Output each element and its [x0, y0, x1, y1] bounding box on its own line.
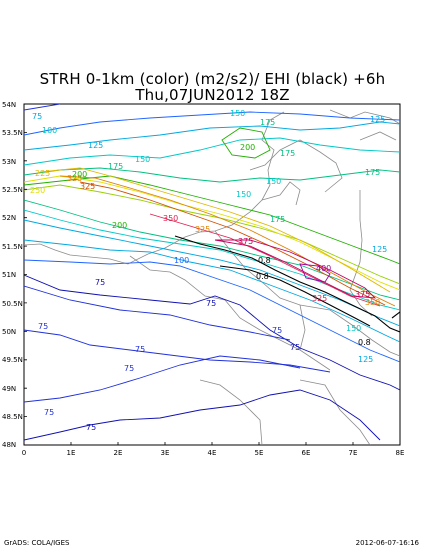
- label-150d: 150: [236, 190, 251, 199]
- label-50d: 75: [86, 423, 96, 432]
- label-375b: 375: [355, 290, 370, 299]
- coastlines-borders: [24, 109, 400, 445]
- lon-label: 8E: [396, 449, 405, 457]
- lat-label: 52N: [2, 214, 16, 222]
- lon-label: 6E: [302, 449, 311, 457]
- label-400: 400: [316, 264, 331, 273]
- label-300: 325: [67, 174, 82, 183]
- label-125d: 125: [358, 355, 373, 364]
- label-325c: 325: [312, 294, 327, 303]
- label-125c: 125: [372, 245, 387, 254]
- lat-label: 48N: [2, 441, 16, 449]
- label-75e: 75: [124, 364, 134, 373]
- label-200: 200: [240, 143, 255, 152]
- footer-credit: GrADS: COLA/IGES: [4, 539, 70, 547]
- label-100b: 100: [174, 256, 189, 265]
- label-150: 150: [135, 155, 150, 164]
- label-150c: 150: [266, 177, 281, 186]
- lat-label: 53.5N: [2, 129, 23, 137]
- map-title: STRH 0-1km (color) (m2/s2)/ EHI (black) …: [39, 70, 386, 88]
- label-250: 250: [30, 186, 45, 195]
- lon-label: 2E: [114, 449, 123, 457]
- ehi-label-c: 0.8: [358, 338, 371, 347]
- map-frame: [23, 103, 401, 446]
- label-275: 225: [35, 169, 50, 178]
- lon-label: 0: [22, 449, 26, 457]
- contour-value-labels: 75 100 125 150 150 175 125 200 175 175 2…: [30, 109, 387, 432]
- label-150e: 150: [346, 324, 361, 333]
- label-75: 75: [32, 112, 42, 121]
- label-125: 125: [88, 141, 103, 150]
- map-subtitle: Thu,07JUN2012 18Z: [135, 86, 290, 104]
- label-350: 350: [163, 214, 178, 223]
- ehi-label-b: 0.8: [256, 272, 269, 281]
- label-75b: 75: [38, 322, 48, 331]
- label-175: 175: [260, 118, 275, 127]
- label-50: 75: [95, 278, 105, 287]
- label-50c: 75: [290, 343, 300, 352]
- label-75d: 75: [135, 345, 145, 354]
- lat-label: 54N: [2, 101, 16, 109]
- lat-label: 53N: [2, 158, 16, 166]
- ehi-contours: [174, 235, 400, 333]
- label-75c: 75: [272, 326, 282, 335]
- lat-label: 50.5N: [2, 300, 23, 308]
- label-175c: 175: [365, 168, 380, 177]
- label-325: 325: [80, 182, 95, 191]
- label-75f: 75: [44, 408, 54, 417]
- lon-label: 1E: [67, 449, 76, 457]
- label-175d: 175: [108, 162, 123, 171]
- lat-label: 49N: [2, 385, 16, 393]
- label-175e: 175: [270, 215, 285, 224]
- label-350b: 350: [365, 298, 380, 307]
- label-200c: 200: [112, 221, 127, 230]
- label-100: 100: [42, 126, 57, 135]
- footer-timestamp: 2012-06-07-16:16: [355, 539, 419, 547]
- contours-high: [24, 167, 400, 307]
- ehi-value-labels: 0.8 0.8 0.8: [256, 256, 371, 347]
- ehi-label-a: 0.8: [258, 256, 271, 265]
- label-325b: 325: [195, 225, 210, 234]
- lon-label: 3E: [161, 449, 170, 457]
- lat-label: 51.5N: [2, 243, 23, 251]
- contours-low: [24, 104, 400, 441]
- lon-label: 7E: [349, 449, 358, 457]
- latitude-axis: 54N 53.5N 53N 52.5N 52N 51.5N 51N 50.5N …: [2, 101, 23, 449]
- label-375: 375: [238, 237, 253, 246]
- label-150b: 150: [230, 109, 245, 118]
- lat-label: 48.5N: [2, 413, 23, 421]
- lon-label: 5E: [255, 449, 264, 457]
- lat-label: 50N: [2, 328, 16, 336]
- lat-label: 52.5N: [2, 186, 23, 194]
- label-125b: 125: [370, 115, 385, 124]
- axis-ticks: [24, 103, 354, 446]
- label-200b: 200: [72, 170, 87, 179]
- lat-label: 51N: [2, 271, 16, 279]
- longitude-axis: 0 1E 2E 3E 4E 5E 6E 7E 8E: [22, 449, 405, 457]
- label-175b: 175: [280, 149, 295, 158]
- lat-label: 49.5N: [2, 356, 23, 364]
- label-50b: 75: [206, 299, 216, 308]
- contour-layer: 75 100 125 150 150 175 125 200 175 175 2…: [24, 104, 400, 445]
- lon-label: 4E: [208, 449, 217, 457]
